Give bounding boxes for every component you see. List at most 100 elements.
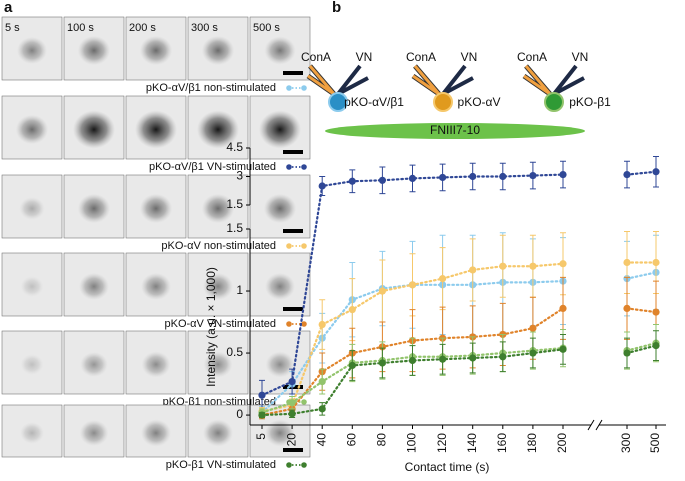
- data-point: [469, 354, 477, 362]
- series-line: [625, 307, 658, 314]
- data-point: [499, 353, 507, 361]
- x-tick-label: 80: [375, 433, 389, 447]
- cell-signal: [79, 420, 109, 446]
- cell-signal: [139, 35, 173, 66]
- data-point: [318, 182, 326, 190]
- y-tick-label: 3: [236, 169, 243, 183]
- data-point: [408, 356, 417, 365]
- cell-signal: [264, 36, 296, 65]
- fragment-bar: [325, 123, 585, 139]
- data-point: [652, 342, 660, 350]
- time-label: 500 s: [253, 22, 280, 34]
- x-tick-label: 160: [495, 433, 509, 453]
- cell-signal: [265, 351, 295, 378]
- data-point: [288, 377, 296, 386]
- data-point: [348, 177, 356, 185]
- data-point: [348, 361, 356, 370]
- data-point: [378, 176, 386, 184]
- data-point: [529, 349, 537, 357]
- x-tick-label: 180: [525, 433, 539, 453]
- ligand-label: VN: [572, 50, 589, 64]
- cona-stalk: [307, 65, 336, 96]
- row-label: pKO-αV/β1 VN-stimulated: [149, 161, 276, 173]
- data-point: [439, 355, 447, 363]
- time-label: 100 s: [67, 22, 94, 34]
- scale-bar: [283, 150, 303, 154]
- data-point: [318, 377, 326, 386]
- cell-signal: [201, 35, 235, 66]
- cell-ball: [544, 92, 564, 112]
- cell-signal: [79, 273, 109, 300]
- data-point: [378, 287, 386, 295]
- data-point: [439, 275, 447, 283]
- fragment-label: FNIII7-10: [430, 123, 480, 137]
- panel-letter: a: [4, 0, 13, 16]
- data-point: [652, 308, 660, 316]
- cell-signal: [77, 35, 111, 66]
- cell-ball: [433, 92, 453, 112]
- data-point: [469, 172, 477, 181]
- series-line: [625, 271, 658, 280]
- cona-stalk: [523, 65, 552, 96]
- data-point: [623, 304, 631, 312]
- cell-signal: [80, 352, 108, 377]
- x-tick-label: 200: [555, 433, 569, 453]
- data-point: [469, 266, 477, 274]
- panel-letter: b: [332, 0, 341, 16]
- row-label: pKO-β1 VN-stimulated: [166, 459, 276, 471]
- legend-dot: [286, 243, 292, 249]
- legend-dot: [301, 399, 307, 405]
- data-point: [288, 410, 296, 418]
- cell-label: pKO-αV: [458, 95, 501, 109]
- scale-bar: [283, 229, 303, 233]
- data-point: [559, 260, 567, 268]
- data-point: [258, 411, 266, 419]
- data-point: [318, 405, 326, 413]
- time-label: 300 s: [191, 22, 218, 34]
- time-label: 200 s: [129, 22, 156, 34]
- row-label: pKO-αV VN-stimulated: [164, 318, 276, 330]
- data-point: [623, 258, 631, 267]
- legend-dot: [301, 164, 307, 170]
- series-line: [625, 170, 658, 176]
- micrograph: [187, 404, 249, 458]
- cell-signal: [20, 354, 44, 375]
- chart: 1.5 3 4.5 0 0.5 1 1.5 5 20 40 60 80 100 120 140 160 180 2…: [204, 140, 666, 474]
- data-point: [559, 171, 567, 179]
- y-tick-label: 0: [236, 407, 243, 421]
- scale-bar: [283, 71, 303, 75]
- cell-signal: [19, 197, 45, 220]
- ligand-label: ConA: [406, 50, 436, 64]
- x-axis-label: Contact time (s): [405, 460, 490, 474]
- data-point: [652, 168, 660, 176]
- axis-break: [587, 419, 603, 431]
- x-tick-label: 40: [314, 433, 328, 447]
- legend-dot: [286, 85, 292, 91]
- data-point: [348, 306, 356, 314]
- data-point: [559, 304, 567, 312]
- data-point: [623, 349, 631, 357]
- data-point: [258, 391, 266, 399]
- vn-stalk: [336, 64, 369, 96]
- x-tick-label: 5: [254, 433, 268, 440]
- data-point: [408, 174, 417, 182]
- cell-signal: [141, 351, 171, 378]
- receptor-diagram: ConA VN pKO-αV/β1 ConA VN pKO-αV ConA VN pKO-β1 F…: [301, 50, 611, 139]
- cell-signal: [141, 273, 171, 300]
- cell-signal: [263, 193, 297, 224]
- data-point: [439, 173, 447, 182]
- y-tick-label: 1.5: [226, 221, 243, 235]
- data-point: [288, 399, 296, 407]
- data-point: [408, 281, 417, 289]
- cell-label: pKO-αV/β1: [344, 95, 404, 109]
- series-line: [625, 344, 658, 355]
- legend-dot: [301, 462, 307, 468]
- cell-signal: [259, 110, 301, 149]
- data-point: [623, 171, 631, 179]
- row-label: pKO-αV/β1 non-stimulated: [146, 82, 276, 94]
- y-axis-label: Intensity (a.u. × 1,000): [204, 267, 218, 387]
- row-label: pKO-αV non-stimulated: [161, 240, 276, 252]
- x-tick-label: 120: [435, 433, 449, 453]
- y-tick-label: 1: [236, 283, 243, 297]
- legend-dot: [301, 321, 307, 327]
